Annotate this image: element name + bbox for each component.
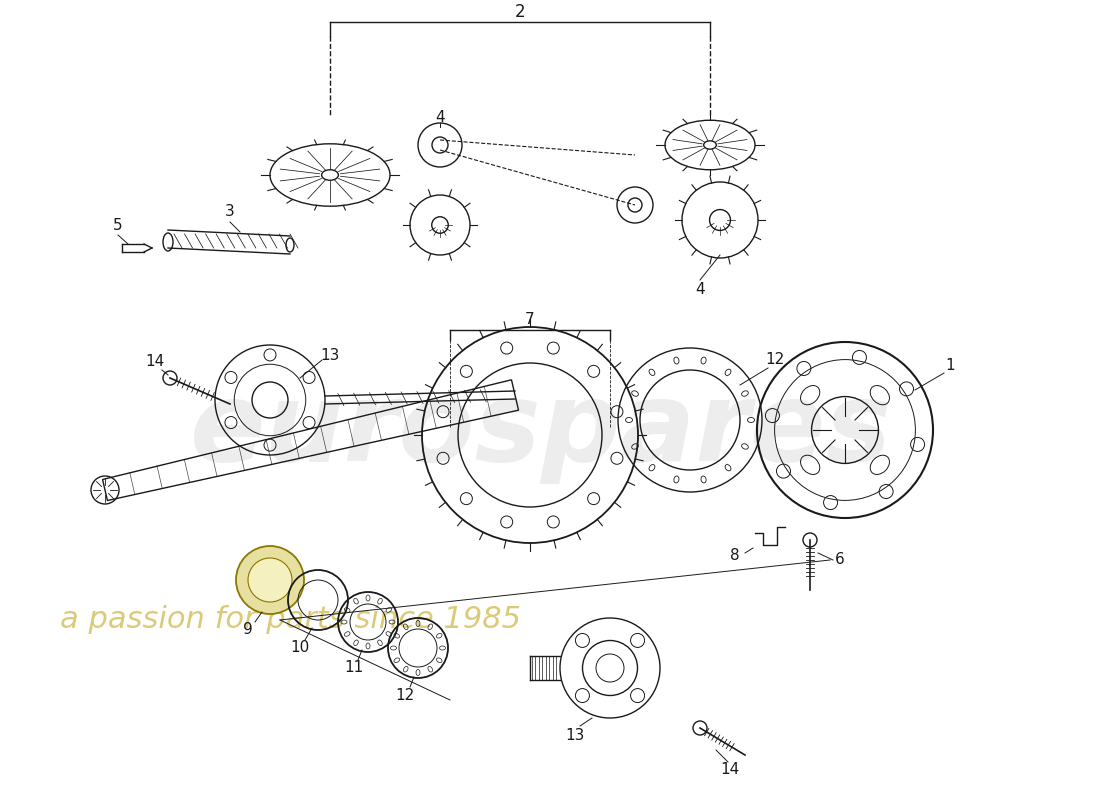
Text: 6: 6 xyxy=(835,553,845,567)
Circle shape xyxy=(236,546,304,614)
Text: 3: 3 xyxy=(226,205,235,219)
Text: 13: 13 xyxy=(320,347,340,362)
Text: 8: 8 xyxy=(730,547,740,562)
Text: 9: 9 xyxy=(243,622,253,638)
Text: eurospares: eurospares xyxy=(190,377,892,483)
Text: 10: 10 xyxy=(290,641,309,655)
Text: 7: 7 xyxy=(525,313,535,327)
Text: a passion for parts since 1985: a passion for parts since 1985 xyxy=(60,606,521,634)
Text: 12: 12 xyxy=(395,687,415,702)
Text: 11: 11 xyxy=(344,661,364,675)
Text: 2: 2 xyxy=(515,3,526,21)
Text: 5: 5 xyxy=(113,218,123,233)
Text: 14: 14 xyxy=(145,354,165,370)
Text: 1: 1 xyxy=(945,358,955,373)
Text: 14: 14 xyxy=(720,762,739,778)
Circle shape xyxy=(803,533,817,547)
Text: 12: 12 xyxy=(766,353,784,367)
Circle shape xyxy=(248,558,292,602)
Text: 4: 4 xyxy=(695,282,705,298)
Circle shape xyxy=(693,721,707,735)
Text: 4: 4 xyxy=(436,110,444,126)
Circle shape xyxy=(163,371,177,385)
Text: 13: 13 xyxy=(565,727,585,742)
